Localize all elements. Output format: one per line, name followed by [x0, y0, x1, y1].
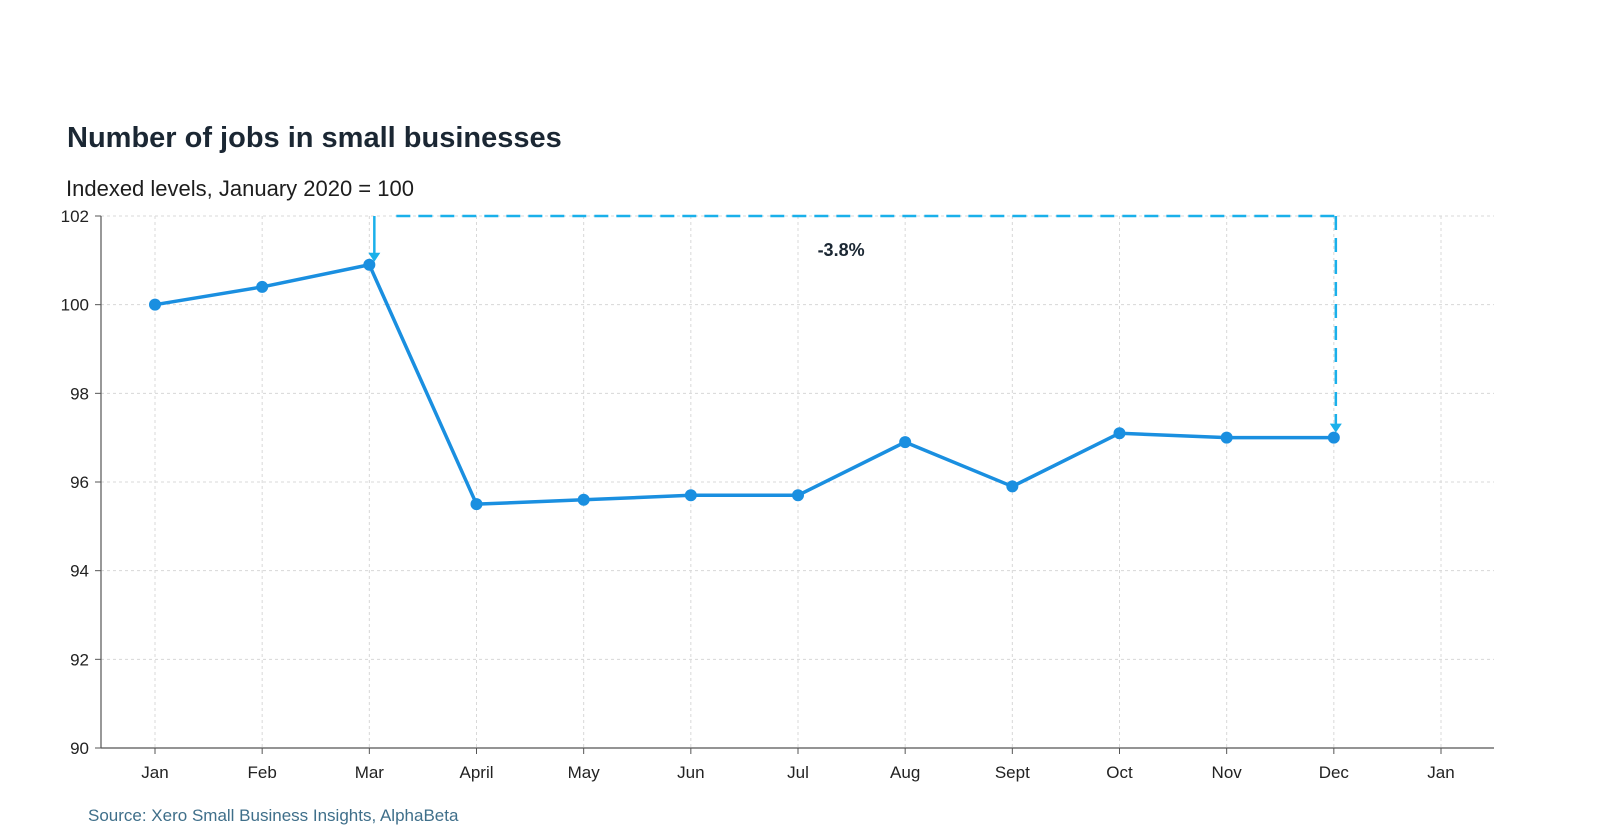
y-tick-label: 98	[70, 384, 89, 403]
annotation-label: -3.8%	[818, 240, 865, 260]
axis-layer	[95, 215, 1494, 754]
annotation-left-arrowhead	[368, 252, 381, 262]
chart-title: Number of jobs in small businesses	[67, 122, 562, 154]
data-point	[577, 493, 590, 506]
data-point	[363, 258, 376, 271]
series-line	[154, 263, 1334, 506]
data-point	[1327, 431, 1340, 444]
x-tick-label: Nov	[1212, 763, 1243, 782]
annotation-layer: -3.8%	[368, 214, 1342, 433]
label-layer: 90 92 94 96 98 100 102 Jan Feb Mar April May Jun Jul A…	[61, 207, 1455, 782]
x-tick-label: Mar	[355, 763, 385, 782]
x-tick-label: Dec	[1319, 763, 1350, 782]
y-tick-label: 94	[70, 562, 89, 581]
x-tick-label: Aug	[890, 763, 920, 782]
data-point	[1113, 427, 1126, 440]
data-point	[256, 280, 269, 293]
x-tick-label: Jun	[677, 763, 704, 782]
series-layer	[149, 258, 1340, 511]
x-tick-label: Sept	[995, 763, 1030, 782]
data-point	[470, 498, 483, 511]
grid-layer	[101, 215, 1494, 748]
x-tick-label: April	[459, 763, 493, 782]
data-point	[684, 489, 697, 502]
y-tick-label: 100	[61, 296, 89, 315]
y-tick-label: 90	[70, 739, 89, 758]
data-point	[792, 489, 804, 502]
chart-subtitle: Indexed levels, January 2020 = 100	[66, 176, 414, 201]
annotation-right-arrowhead	[1329, 423, 1342, 433]
y-tick-label: 92	[70, 650, 89, 669]
y-tick-label: 102	[61, 207, 89, 226]
x-tick-label: Oct	[1106, 763, 1133, 782]
data-point	[1006, 480, 1019, 493]
y-tick-label: 96	[70, 473, 89, 492]
x-tick-label: Jul	[787, 763, 809, 782]
data-point	[149, 298, 161, 311]
data-point	[1220, 431, 1233, 444]
chart-source: Source: Xero Small Business Insights, Al…	[88, 806, 459, 825]
x-tick-label: Feb	[248, 763, 277, 782]
x-tick-label: Jan	[1427, 763, 1454, 782]
x-tick-label: Jan	[141, 763, 168, 782]
x-tick-label: May	[568, 763, 601, 782]
data-point	[899, 436, 912, 449]
